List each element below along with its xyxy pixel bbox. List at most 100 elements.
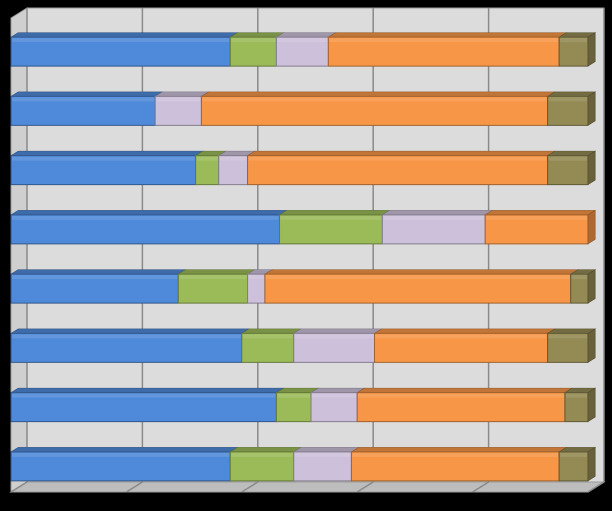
bar-segment	[194, 150, 227, 186]
bar-segment	[373, 328, 556, 363]
bar-segment-top	[9, 91, 164, 97]
bar-segment-highlight	[156, 97, 201, 102]
bar-segment-top	[200, 91, 556, 97]
bar-segment-top	[229, 447, 302, 453]
bar-segment	[240, 328, 302, 363]
bar-segment-highlight	[179, 275, 247, 280]
bar-segment	[275, 32, 337, 67]
bar-segment	[9, 150, 204, 186]
bar-segment-highlight	[294, 334, 374, 339]
bar-end-face	[587, 269, 596, 304]
bar-segment	[9, 91, 164, 126]
bar-row	[9, 91, 597, 126]
bar-segment-top	[546, 328, 597, 334]
bar-segment-highlight	[280, 215, 382, 220]
bar-segment	[229, 32, 285, 67]
bar-segment-top	[9, 150, 204, 156]
bar-segment-highlight	[248, 275, 264, 280]
bar-segment-highlight	[219, 156, 247, 161]
bar-segment	[217, 150, 256, 186]
bar-segment-highlight	[294, 452, 351, 457]
bar-segment-highlight	[352, 452, 559, 457]
gridline-floor	[587, 481, 605, 493]
bar-segment	[327, 32, 568, 67]
bar-row	[9, 387, 597, 423]
bar-segment	[200, 91, 556, 126]
bar-segment-top	[292, 328, 383, 334]
bar-segment	[246, 269, 274, 304]
bar-end-face	[587, 387, 596, 423]
bar-segment-top	[154, 91, 210, 97]
bar-segment	[177, 269, 256, 304]
bar-segment	[563, 387, 597, 423]
bar-segment-highlight	[277, 38, 328, 43]
bar-segment	[278, 210, 391, 245]
bar-row	[9, 446, 597, 482]
bar-segment-top	[246, 150, 556, 156]
bar-segment-highlight	[12, 334, 241, 339]
bar-segment-top	[373, 328, 556, 334]
bar-segment-highlight	[196, 156, 218, 161]
bar-row	[9, 150, 597, 186]
bar-segment	[381, 210, 494, 245]
gridline-floor	[241, 481, 259, 493]
bar-segment-top	[275, 32, 337, 38]
bar-segment-highlight	[375, 334, 547, 339]
bar-segment	[546, 328, 597, 363]
bar-segment-highlight	[329, 38, 559, 43]
bar-end-face	[587, 209, 596, 245]
bar-row	[9, 209, 597, 245]
bar-segment-top	[177, 269, 256, 275]
bar-segment-highlight	[265, 275, 570, 280]
bar-segment-top	[381, 210, 494, 216]
bar-segment	[292, 328, 383, 363]
bar-segment	[292, 447, 360, 482]
bar-segment	[275, 387, 320, 423]
bar-segment-top	[350, 447, 568, 453]
bar-segment-highlight	[231, 38, 276, 43]
bar-segment-highlight	[548, 97, 587, 102]
bar-row	[9, 328, 597, 363]
bar-segment-top	[327, 32, 568, 38]
bar-segment	[246, 150, 556, 186]
bar-segment	[9, 387, 285, 423]
bar-segment-highlight	[12, 275, 178, 280]
bar-segment	[154, 91, 210, 126]
bar-segment	[558, 32, 597, 67]
bar-segment-highlight	[560, 452, 587, 457]
bar-end-face	[587, 91, 596, 126]
bar-segment-top	[9, 328, 251, 334]
bar-segment-top	[9, 387, 285, 393]
bar-segment-top	[292, 447, 360, 453]
bar-segment-highlight	[486, 215, 587, 220]
bar-segment-top	[546, 91, 597, 97]
bar-end-face	[587, 328, 596, 363]
bar-segment-top	[240, 328, 302, 334]
bar-segment	[309, 387, 366, 423]
bar-segment	[356, 387, 574, 423]
bar-segment-highlight	[548, 156, 587, 161]
bar-segment	[9, 32, 239, 67]
bar-segment	[9, 328, 251, 363]
bar-segment	[546, 91, 597, 126]
bar-segment	[558, 447, 597, 482]
bar-end-face	[587, 32, 596, 67]
bars	[9, 32, 597, 482]
gridline-floor	[472, 481, 489, 493]
bar-segment-highlight	[248, 156, 547, 161]
gridline-floor	[356, 481, 374, 493]
bar-row	[9, 32, 597, 67]
bar-segment-top	[546, 150, 597, 156]
bar-segment-top	[484, 210, 597, 216]
bar-segment-highlight	[12, 215, 279, 220]
bar-segment-highlight	[565, 393, 587, 398]
bar-segment-top	[229, 32, 285, 38]
bar-segment	[263, 269, 579, 304]
bar-segment-highlight	[202, 97, 547, 102]
bar-segment-highlight	[548, 334, 587, 339]
gridline-floor	[10, 481, 28, 493]
gridline-floor	[126, 481, 143, 493]
bar-segment-highlight	[12, 156, 195, 161]
bar-segment-highlight	[12, 393, 276, 398]
